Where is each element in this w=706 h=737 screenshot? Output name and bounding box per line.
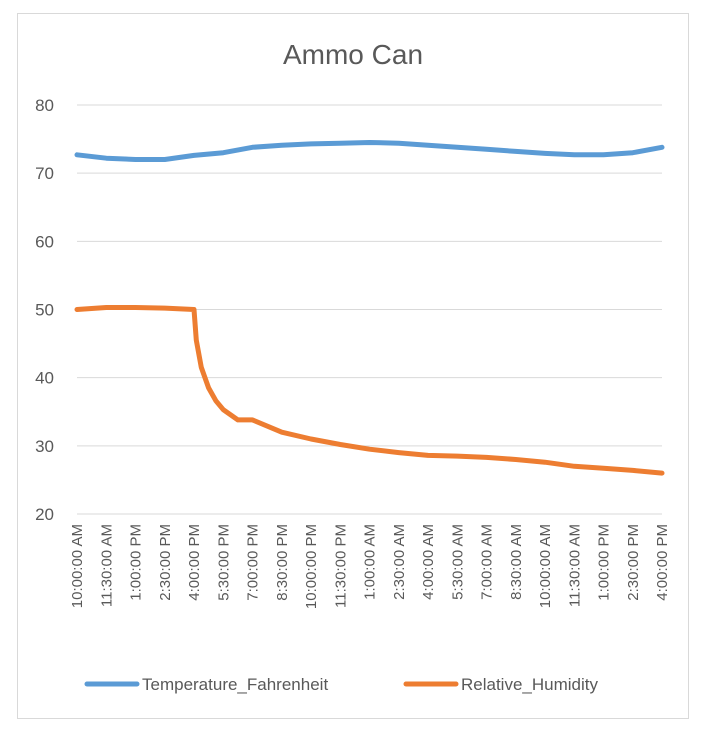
series-line-relative-humidity <box>74 305 665 476</box>
y-tick-label: 60 <box>35 232 54 251</box>
x-tick-label: 2:30:00 PM <box>157 524 174 601</box>
x-tick-label: 1:00:00 AM <box>362 524 379 600</box>
x-tick-label: 11:30:00 AM <box>98 524 115 607</box>
legend: Temperature_Fahrenheit Relative_Humidity <box>84 675 598 694</box>
x-tick-label: 5:30:00 PM <box>215 524 232 601</box>
y-tick-label: 40 <box>35 369 54 388</box>
gridlines <box>77 104 662 515</box>
x-tick-label: 1:00:00 PM <box>128 524 145 601</box>
x-tick-label: 10:00:00 AM <box>537 524 554 608</box>
chart-frame <box>17 13 689 719</box>
x-tick-label: 11:30:00 PM <box>332 524 349 608</box>
x-tick-label: 1:00:00 PM <box>596 524 613 601</box>
x-tick-label: 10:00:00 PM <box>303 524 320 609</box>
legend-label: Temperature_Fahrenheit <box>142 675 328 694</box>
x-tick-label: 11:30:00 AM <box>566 524 583 607</box>
y-tick-label: 30 <box>35 437 54 456</box>
y-axis-tick-labels: 20 30 40 50 60 70 80 <box>35 96 54 524</box>
series-line-temperature-fahrenheit <box>74 140 665 162</box>
y-tick-label: 20 <box>35 505 54 524</box>
x-tick-label: 4:00:00 AM <box>420 524 437 600</box>
series-lines <box>74 140 665 476</box>
y-tick-label: 50 <box>35 301 54 320</box>
x-tick-label: 4:00:00 PM <box>186 524 203 601</box>
x-tick-label: 2:30:00 PM <box>625 524 642 601</box>
x-axis-tick-labels: 10:00:00 AM 11:30:00 AM 1:00:00 PM 2:30:00 … <box>69 524 671 609</box>
x-tick-label: 5:30:00 AM <box>449 524 466 600</box>
x-tick-label: 8:30:00 PM <box>274 524 291 601</box>
x-tick-label: 10:00:00 AM <box>69 524 86 608</box>
x-tick-label: 2:30:00 AM <box>391 524 408 600</box>
x-tick-label: 7:00:00 AM <box>479 524 496 600</box>
chart-title: Ammo Can <box>283 39 423 70</box>
x-tick-label: 8:30:00 AM <box>508 524 525 600</box>
y-tick-label: 70 <box>35 164 54 183</box>
x-tick-label: 7:00:00 PM <box>245 524 262 601</box>
x-tick-label: 4:00:00 PM <box>654 524 671 601</box>
legend-label: Relative_Humidity <box>461 675 598 694</box>
y-tick-label: 80 <box>35 96 54 115</box>
